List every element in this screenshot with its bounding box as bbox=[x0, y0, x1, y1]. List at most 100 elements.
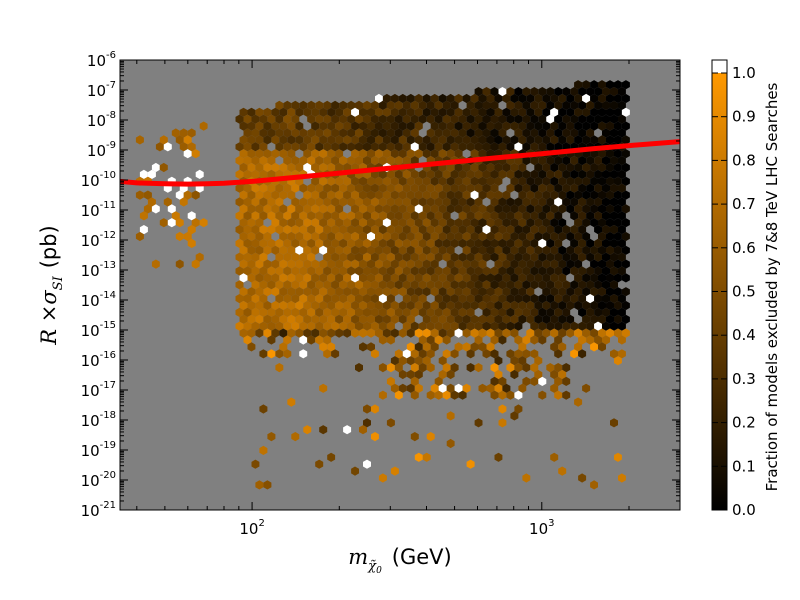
hex-cell bbox=[434, 390, 443, 400]
hex-cell bbox=[562, 100, 571, 110]
hex-cell bbox=[530, 169, 539, 179]
hex-cell bbox=[538, 266, 547, 276]
hex-cell bbox=[462, 314, 471, 324]
hex-cell bbox=[538, 197, 547, 207]
hex-cell bbox=[570, 183, 579, 193]
hex-cell bbox=[486, 107, 495, 117]
hex-cell bbox=[331, 349, 340, 359]
hex-cell bbox=[343, 135, 352, 145]
hex-cell bbox=[406, 176, 415, 186]
hex-cell bbox=[410, 307, 419, 317]
hex-cell bbox=[434, 376, 443, 386]
hex-cell bbox=[510, 107, 519, 117]
hex-cell bbox=[287, 162, 296, 173]
hex-cell bbox=[259, 183, 268, 193]
hex-cell bbox=[410, 156, 419, 166]
hex-cell bbox=[550, 107, 559, 117]
hex-cell bbox=[319, 218, 328, 228]
hex-cell bbox=[578, 280, 587, 290]
hex-cell bbox=[243, 114, 252, 124]
hex-cell bbox=[578, 238, 587, 248]
hex-cell bbox=[382, 231, 391, 242]
hex-cell bbox=[558, 231, 567, 242]
hex-cell bbox=[586, 183, 595, 193]
hex-cell bbox=[335, 121, 344, 131]
hex-cell bbox=[442, 211, 451, 221]
hex-cell bbox=[239, 314, 248, 324]
hex-cell bbox=[183, 190, 192, 200]
hex-cell bbox=[514, 294, 523, 304]
hex-cell bbox=[410, 128, 419, 138]
hex-cell bbox=[538, 87, 547, 97]
hex-cell bbox=[363, 266, 371, 276]
hex-cell bbox=[578, 349, 587, 359]
hex-cell bbox=[582, 162, 591, 173]
hex-cell bbox=[562, 252, 571, 262]
hex-cell bbox=[550, 93, 559, 104]
hex-cell bbox=[618, 321, 626, 331]
hex-cell bbox=[267, 128, 276, 138]
hex-cell bbox=[311, 231, 320, 242]
hex-cell bbox=[606, 259, 614, 269]
hex-cell bbox=[378, 252, 387, 262]
hex-cell bbox=[566, 162, 575, 173]
hex-cell bbox=[255, 162, 264, 173]
hex-cell bbox=[554, 294, 563, 304]
hex-cell bbox=[235, 321, 244, 331]
hex-cell bbox=[494, 314, 503, 324]
hex-cell bbox=[621, 190, 630, 200]
hex-cell bbox=[414, 369, 423, 380]
hex-cell bbox=[466, 114, 475, 124]
hex-cell bbox=[578, 183, 587, 193]
hex-cell bbox=[187, 211, 196, 221]
hex-cell bbox=[291, 280, 300, 290]
hex-cell bbox=[578, 335, 587, 345]
hex-cell bbox=[490, 100, 499, 110]
hex-cell bbox=[430, 135, 439, 145]
hex-cell bbox=[406, 273, 415, 283]
hex-cell bbox=[418, 183, 427, 193]
hex-cell bbox=[470, 273, 479, 283]
hex-cell bbox=[482, 183, 491, 193]
hex-cell bbox=[534, 93, 543, 104]
hex-cell bbox=[530, 197, 539, 207]
hex-cell bbox=[390, 466, 399, 476]
hex-cell bbox=[303, 287, 312, 297]
hex-cell bbox=[578, 100, 587, 110]
hex-cell bbox=[247, 231, 256, 242]
hex-cell bbox=[482, 266, 491, 276]
hex-cell bbox=[506, 252, 515, 262]
hex-cell bbox=[367, 149, 375, 159]
hex-cell bbox=[247, 342, 256, 352]
hex-cell bbox=[574, 121, 583, 131]
hex-cell bbox=[486, 190, 495, 200]
hex-cell bbox=[490, 114, 499, 124]
hex-cell bbox=[558, 121, 567, 131]
hex-cell bbox=[522, 100, 531, 110]
hex-cell bbox=[339, 114, 348, 124]
hex-cell bbox=[582, 383, 591, 393]
hex-cell bbox=[327, 300, 336, 311]
hex-cell bbox=[319, 190, 328, 200]
hex-cell bbox=[406, 287, 415, 297]
hex-cell bbox=[402, 280, 411, 290]
hex-cell bbox=[319, 204, 328, 214]
hex-cell bbox=[514, 87, 523, 97]
hex-cell bbox=[578, 294, 587, 304]
hex-cell bbox=[283, 183, 292, 193]
hex-cell bbox=[582, 204, 591, 214]
hex-cell bbox=[538, 156, 547, 166]
hex-cell bbox=[546, 294, 555, 304]
hex-cell bbox=[263, 245, 272, 255]
hex-cell bbox=[335, 287, 344, 297]
hex-cell bbox=[542, 107, 551, 117]
hex-cell bbox=[518, 107, 527, 117]
hex-cell bbox=[378, 307, 387, 317]
hex-cell bbox=[534, 259, 543, 269]
hex-cell bbox=[430, 121, 439, 131]
hex-cell bbox=[251, 156, 260, 166]
hex-cell bbox=[462, 259, 471, 269]
hex-cell bbox=[526, 218, 535, 228]
hex-cell bbox=[562, 183, 571, 193]
hex-cell bbox=[247, 273, 256, 283]
